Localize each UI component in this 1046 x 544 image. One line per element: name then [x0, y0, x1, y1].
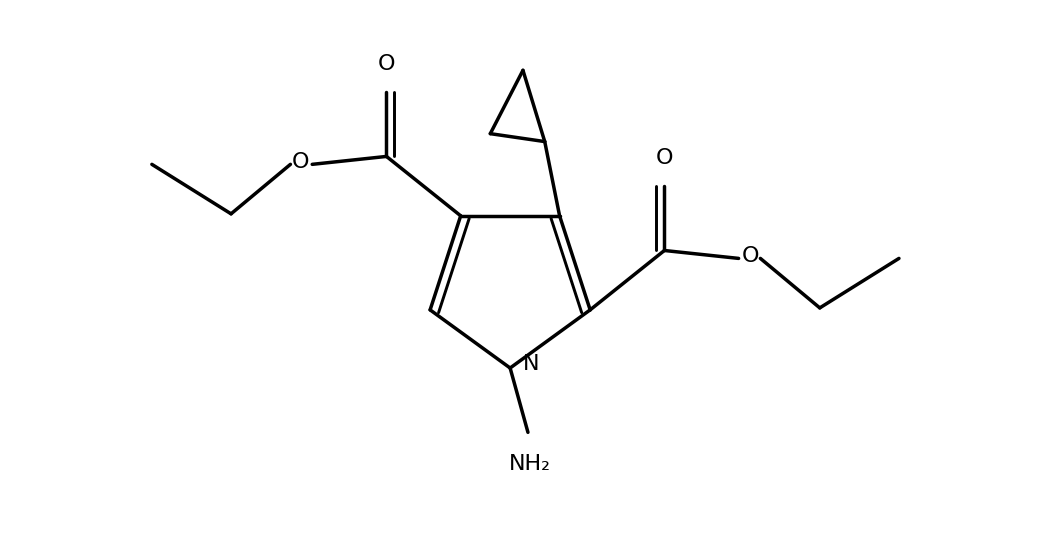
Text: O: O: [656, 149, 674, 168]
Text: O: O: [742, 246, 759, 267]
Text: O: O: [292, 152, 309, 172]
Text: NH₂: NH₂: [509, 454, 551, 474]
Text: N: N: [523, 354, 540, 374]
Text: O: O: [378, 54, 395, 75]
